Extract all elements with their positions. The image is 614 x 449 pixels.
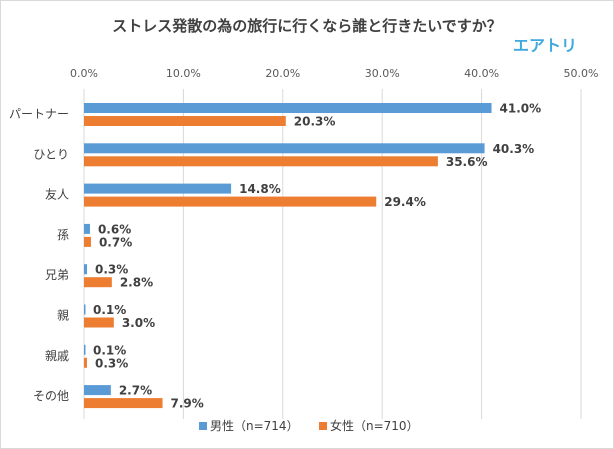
data-label: 29.4% — [384, 195, 426, 209]
data-label: 3.0% — [122, 316, 155, 330]
data-label: 2.8% — [120, 276, 153, 290]
data-label: 41.0% — [500, 102, 542, 116]
category-label: 兄弟 — [45, 268, 69, 282]
data-label: 0.3% — [95, 263, 128, 277]
bar — [84, 344, 86, 355]
bar — [84, 317, 114, 328]
legend-label: 女性（n=710） — [330, 418, 419, 433]
data-label: 14.8% — [239, 182, 281, 196]
data-label: 0.7% — [99, 235, 132, 249]
category-label: 親戚 — [45, 349, 69, 363]
bar — [84, 116, 286, 126]
bar — [84, 357, 87, 368]
data-label: 35.6% — [446, 155, 488, 169]
legend-swatch — [199, 422, 207, 430]
x-tick-label: 40.0% — [464, 67, 499, 80]
chart-title: ストレス発散の為の旅行に行くなら誰と行きたいですか？ — [112, 17, 502, 35]
x-tick-label: 0.0% — [70, 67, 98, 80]
bar — [84, 398, 163, 409]
bar — [84, 385, 111, 396]
bar — [84, 183, 232, 194]
data-label: 7.9% — [171, 397, 204, 411]
x-tick-label: 10.0% — [166, 67, 201, 80]
data-label: 20.3% — [294, 115, 336, 129]
logo: エアトリ — [513, 36, 577, 55]
bar — [84, 277, 112, 288]
x-tick-label: 50.0% — [564, 67, 599, 80]
legend-swatch — [319, 422, 327, 430]
x-tick-label: 20.0% — [265, 67, 300, 80]
data-label: 0.6% — [98, 222, 131, 236]
data-label: 40.3% — [493, 142, 535, 156]
x-tick-label: 30.0% — [365, 67, 400, 80]
bar — [84, 196, 377, 207]
data-label: 0.1% — [93, 303, 126, 317]
bar — [84, 264, 87, 275]
category-label: ひとり — [33, 147, 69, 161]
bar — [84, 156, 438, 167]
legend-label: 男性（n=714） — [210, 419, 299, 433]
bar — [84, 103, 492, 113]
bar — [84, 236, 91, 247]
data-label: 2.7% — [119, 384, 152, 398]
data-label: 0.1% — [93, 343, 126, 357]
bar — [84, 143, 485, 154]
bar — [84, 223, 90, 234]
category-label: 孫 — [57, 228, 69, 242]
bar — [84, 304, 86, 315]
category-label: 友人 — [45, 188, 69, 202]
data-label: 0.3% — [95, 356, 128, 370]
category-label: 親 — [57, 309, 69, 323]
category-label: その他 — [33, 389, 69, 403]
category-label: パートナー — [9, 107, 69, 121]
